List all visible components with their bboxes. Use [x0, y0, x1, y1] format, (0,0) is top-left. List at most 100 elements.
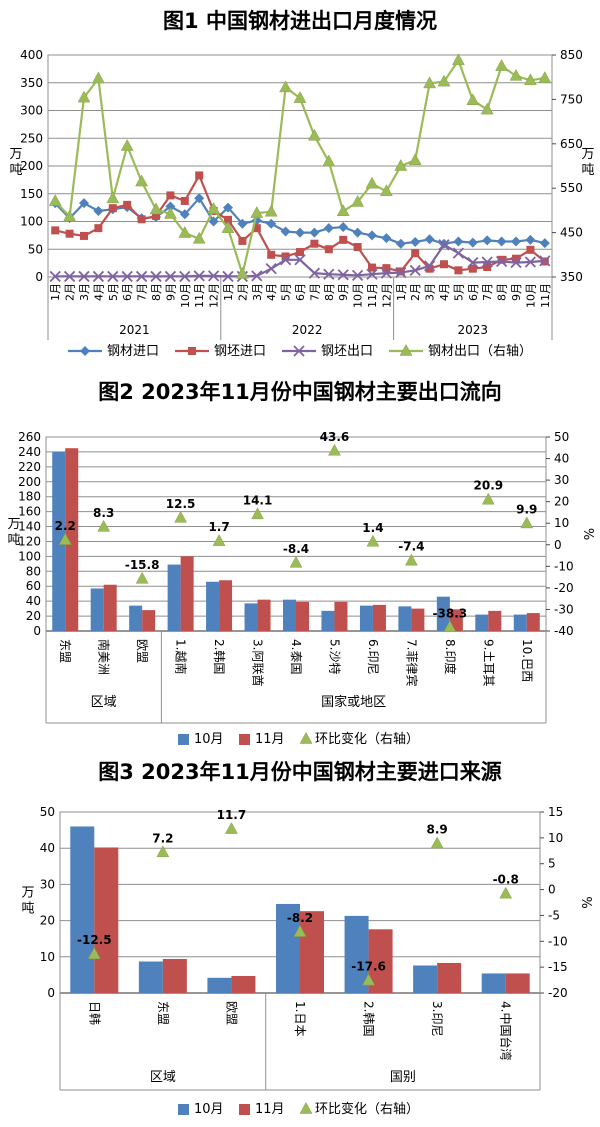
- x-marker: [351, 269, 364, 281]
- x-axis-category-label: 8.印度: [443, 639, 458, 674]
- x-axis-category-label: 4.泰国: [289, 639, 303, 674]
- x-axis-month-label: 9月: [510, 283, 523, 301]
- x-marker: [423, 260, 436, 272]
- legend-label: 钢坯进口: [214, 344, 266, 359]
- y-axis-tick-right: 40: [554, 452, 569, 466]
- legend-item: 环比变化（右轴）: [299, 731, 419, 747]
- triangle-marker: [225, 822, 238, 834]
- x-axis-month-label: 4月: [92, 283, 105, 301]
- y-axis-tick-left: 400: [20, 48, 43, 62]
- bar-nov-1.日本: [300, 911, 324, 993]
- x-marker: [222, 270, 234, 283]
- square-marker: [137, 215, 146, 224]
- triangle-marker: [58, 533, 72, 545]
- triangle-marker: [394, 158, 408, 171]
- square-marker: [166, 191, 175, 200]
- bar-nov-1.越南: [180, 556, 194, 631]
- y-axis-tick-right: 50: [554, 430, 569, 444]
- x-marker: [510, 256, 522, 269]
- x-axis-month-label: 2月: [409, 283, 422, 301]
- y-axis-tick-right: 650: [560, 137, 583, 151]
- triangle-marker: [466, 93, 480, 106]
- bar-nov-8.印度: [449, 609, 463, 631]
- change-value-label: 20.9: [474, 479, 504, 493]
- y-axis-tick-left: 50: [28, 242, 43, 256]
- x-marker: [438, 239, 450, 251]
- x-marker: [107, 270, 119, 283]
- y-axis-tick-right: 15: [548, 805, 563, 819]
- y-axis-tick-left: 220: [18, 460, 41, 474]
- bar-oct-9.土耳其: [475, 614, 489, 631]
- x-axis-month-label: 6月: [467, 283, 480, 301]
- x-marker: [308, 267, 321, 279]
- bar-nov-东盟: [65, 448, 79, 631]
- y-axis-tick-right: 20: [554, 495, 569, 509]
- bar-nov-东盟: [162, 958, 187, 993]
- square-marker: [353, 243, 362, 252]
- bar-nov-南美洲: [103, 584, 117, 631]
- figure2-title: 图2 2023年11月份中国钢材主要出口流向: [98, 380, 502, 404]
- x-marker: [293, 345, 305, 357]
- y-axis-tick-left: 20: [40, 914, 55, 928]
- square-marker: [51, 226, 60, 235]
- y-axis-tick-left: 60: [26, 579, 41, 593]
- bar-oct-7.菲律宾: [398, 606, 412, 631]
- legend: 10月 11月 环比变化（右轴）: [178, 731, 419, 747]
- y-axis-tick-left: 120: [18, 534, 41, 548]
- figure2-section: 图2 2023年11月份中国钢材主要出口流向 0 20 40 60 80 100 120 14…: [0, 371, 600, 751]
- change-value-label: -8.4: [283, 542, 309, 556]
- figure1-title: 图1 中国钢材进出口月度情况: [163, 9, 437, 33]
- y-axis-tick-left: 0: [35, 270, 43, 284]
- x-axis-month-label: 7月: [481, 283, 494, 301]
- bar-nov-4.中国台湾: [505, 973, 530, 993]
- y-axis-tick-right: 5: [548, 857, 556, 871]
- x-marker: [539, 255, 551, 267]
- x-marker: [179, 270, 191, 283]
- diamond-marker: [79, 198, 89, 209]
- y-axis-title-left: 吨: [7, 533, 20, 548]
- square-marker: [339, 235, 348, 244]
- legend-label: 11月: [255, 732, 285, 747]
- x-axis-month-label: 9月: [337, 283, 350, 301]
- x-axis-category-label: 2.韩国: [362, 1001, 377, 1036]
- y-axis-tick-right: 0: [554, 538, 562, 552]
- triangle-marker: [77, 90, 91, 103]
- x-axis-month-label: 1月: [395, 283, 408, 301]
- x-axis-category-label: 欧盟: [224, 1001, 238, 1025]
- x-marker: [135, 270, 148, 283]
- bars: [52, 448, 540, 631]
- square-marker: [224, 215, 232, 224]
- legend-item: 钢坯进口: [175, 344, 266, 359]
- diamond-marker: [410, 237, 421, 248]
- figure2-bar-chart: 020406080100120140160180200220240260-40-…: [7, 430, 595, 747]
- triangle-marker: [163, 206, 177, 219]
- x-axis-category-label: 5.沙特: [327, 639, 342, 674]
- square-marker: [454, 266, 463, 275]
- square-marker: [440, 260, 448, 269]
- y-axis-tick-left: 150: [20, 187, 43, 201]
- x-axis-category-label: 2.韩国: [212, 639, 227, 674]
- square-marker: [296, 248, 304, 257]
- diamond-marker: [367, 230, 377, 241]
- x-marker: [150, 270, 162, 283]
- legend-swatch: [178, 734, 189, 745]
- y-axis-title-left: 万: [7, 517, 20, 532]
- y-axis-tick-right: -20: [548, 986, 568, 1000]
- y-axis-tick-left: 10: [40, 950, 55, 964]
- change-value-label: 11.7: [217, 808, 247, 822]
- triangle-marker: [451, 53, 465, 66]
- legend: 10月 11月 环比变化（右轴）: [178, 1101, 419, 1117]
- y-axis-tick-left: 100: [20, 215, 43, 229]
- triangle-marker: [293, 91, 307, 103]
- change-value-label: -17.6: [351, 960, 386, 974]
- triangle-marker: [480, 102, 494, 115]
- y-axis-tick-right: 10: [548, 831, 563, 845]
- diamond-marker: [482, 235, 493, 246]
- change-value-label: -15.8: [125, 558, 160, 572]
- legend-swatch: [239, 1104, 250, 1115]
- triangle-marker: [207, 202, 221, 214]
- y-axis-tick-right: 30: [554, 473, 569, 487]
- x-axis-month-label: 1月: [222, 283, 235, 301]
- diamond-marker: [453, 236, 464, 247]
- bar-nov-6.印尼: [372, 604, 386, 631]
